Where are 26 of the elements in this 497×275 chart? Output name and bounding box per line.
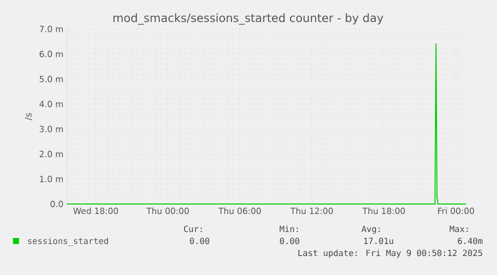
- y-tick-label: 7.0 m: [40, 26, 63, 32]
- text: Avg:: [362, 226, 380, 234]
- x-tick-label: Thu 12:00: [290, 208, 333, 214]
- text: 17.01u: [364, 238, 394, 244]
- text: 6.40m: [458, 238, 482, 244]
- y-tick-label: 4.0 m: [39, 100, 63, 108]
- text: Min:: [280, 226, 298, 232]
- x-tick-label: Thu 06:00: [218, 208, 261, 214]
- x-tick-label: Thu 00:00: [146, 208, 189, 214]
- y-tick-label: 1.0 m: [40, 176, 63, 182]
- y-tick-label: 3.0 m: [40, 126, 63, 132]
- y-tick-label: 6.0 m: [40, 50, 63, 58]
- y-tick-label: 2.0 m: [40, 150, 63, 158]
- text: 0.00: [190, 238, 210, 244]
- x-tick-label: Wed 18:00: [73, 208, 118, 214]
- text: Last update: Fri May 9 00:50:12 2025: [298, 250, 482, 258]
- text: Cur:: [184, 226, 202, 232]
- text: Max:: [450, 226, 468, 232]
- y-tick-label: 5.0 m: [40, 76, 63, 82]
- legend-label: sessions_started: [28, 238, 108, 246]
- x-tick-label: Fri 00:00: [438, 208, 474, 214]
- y-axis-title: /s: [24, 113, 32, 120]
- text: 0.00: [280, 238, 300, 244]
- x-tick-label: Thu 18:00: [362, 208, 405, 214]
- y-tick-label: 0.0: [50, 200, 63, 208]
- chart-title: mod_smacks/sessions_started counter - by day: [114, 13, 384, 25]
